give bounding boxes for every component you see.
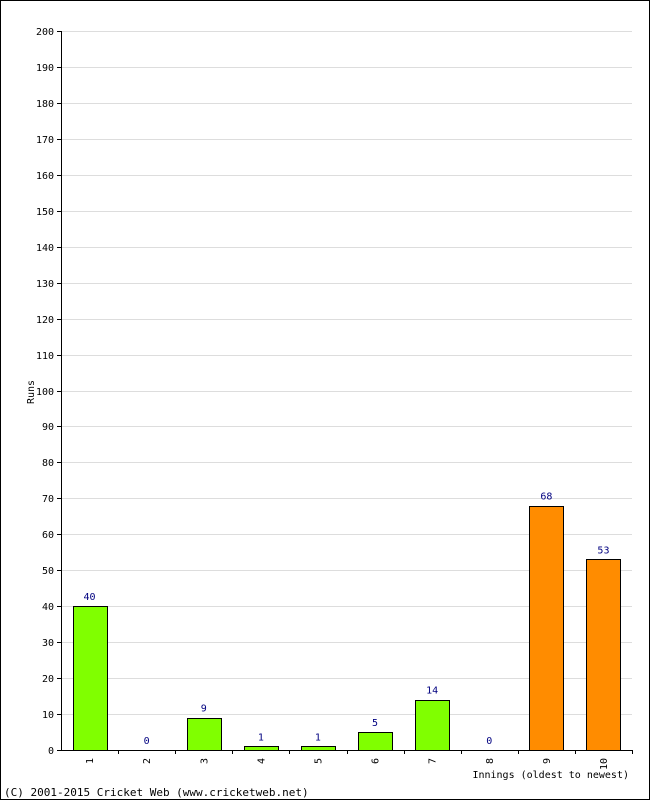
data-label-innings-5: 1 [315,732,321,743]
y-tick-label: 180 [36,99,54,110]
data-label-innings-1: 40 [84,592,96,603]
gridlines [61,31,632,715]
data-label-innings-10: 53 [597,545,609,556]
bar-innings-6 [358,732,393,751]
x-tick-label: 1 [85,758,96,764]
data-label-innings-6: 5 [372,718,378,729]
y-tick-label: 110 [36,351,54,362]
x-axis-label: Innings (oldest to newest) [472,770,629,781]
y-tick-label: 50 [42,566,54,577]
y-tick-label: 70 [42,494,54,505]
copyright-credit: (C) 2001-2015 Cricket Web (www.cricketwe… [4,786,309,799]
y-tick-label: 150 [36,207,54,218]
y-tick-label: 30 [42,638,54,649]
x-tick-label: 6 [371,758,382,764]
bar-innings-1 [73,606,108,751]
bars [73,506,621,751]
data-labels: 40 0 9 1 1 5 14 0 68 53 [84,492,610,747]
y-tick-label: 90 [42,422,54,433]
y-tick-label: 80 [42,458,54,469]
x-tick-label: 5 [313,758,324,764]
x-tick-label: 2 [142,758,153,764]
data-label-innings-8: 0 [486,736,492,747]
y-tick-label: 100 [36,387,54,398]
data-label-innings-2: 0 [144,736,150,747]
x-tick-label: 3 [199,758,210,764]
x-tick-label: 4 [256,758,267,764]
y-tick-label: 0 [48,746,54,757]
y-tick-label: 40 [42,602,54,613]
y-axis-label: Runs [26,380,37,404]
x-tick-label: 10 [599,758,610,770]
data-label-innings-3: 9 [201,704,207,715]
y-tick-label: 10 [42,710,54,721]
bar-innings-5 [301,746,336,751]
bar-innings-10 [586,559,621,751]
y-axis-ticks: 0 10 20 30 40 50 60 70 80 90 100 110 120 130 140 150 160… [36,27,61,757]
x-tick-label: 9 [542,758,553,764]
y-tick-label: 140 [36,243,54,254]
bar-innings-7 [415,700,450,751]
y-tick-label: 130 [36,279,54,290]
data-label-innings-7: 14 [426,686,438,697]
x-axis-ticks: 1 2 3 4 5 6 7 8 9 10 [85,750,633,770]
x-tick-label: 7 [428,758,439,764]
y-tick-label: 190 [36,63,54,74]
bar-innings-9 [529,506,564,751]
y-tick-label: 60 [42,530,54,541]
y-tick-label: 200 [36,27,54,38]
data-label-innings-4: 1 [258,732,264,743]
bar-innings-4 [244,746,279,751]
y-tick-label: 160 [36,171,54,182]
data-label-innings-9: 68 [540,492,552,503]
y-tick-label: 170 [36,135,54,146]
x-tick-label: 8 [485,758,496,764]
y-tick-label: 20 [42,674,54,685]
y-tick-label: 120 [36,315,54,326]
bar-innings-3 [187,718,222,751]
